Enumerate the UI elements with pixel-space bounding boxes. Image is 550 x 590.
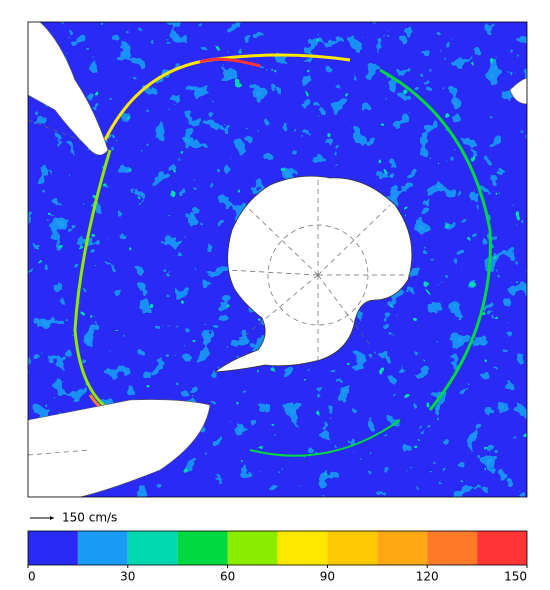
south-america: [28, 22, 109, 156]
colorbar-tick-label: 60: [220, 570, 235, 584]
colorbar-frame: [27, 530, 528, 566]
australia: [509, 77, 527, 105]
map-frame: [27, 21, 528, 498]
colorbar-tick-label: 30: [120, 570, 135, 584]
colorbar-tick-label: 120: [416, 570, 439, 584]
colorbar-segment: [227, 531, 278, 565]
graticule: [28, 119, 410, 456]
colorbar-tick-label: 150: [504, 570, 527, 584]
map: [28, 22, 527, 497]
colorbar-segment: [327, 531, 378, 565]
colorbar-segment: [377, 531, 428, 565]
colorbar-segment: [477, 531, 527, 565]
colorbar: 0 30 60 90 120 150: [27, 530, 528, 584]
colorbar-segment: [28, 531, 78, 565]
colorbar-segment: [177, 531, 228, 565]
colorbar-tick-label: 0: [28, 570, 36, 584]
africa: [28, 399, 211, 497]
colorbar-segment: [77, 531, 128, 565]
colorbar-segment: [427, 531, 478, 565]
colorbar-tick-label: 90: [320, 570, 335, 584]
antarctica: [213, 175, 413, 373]
scale-label: 150 cm/s: [62, 511, 117, 525]
scale-arrow-head: [50, 516, 54, 520]
colorbar-segment: [277, 531, 328, 565]
colorbar-segment: [127, 531, 178, 565]
